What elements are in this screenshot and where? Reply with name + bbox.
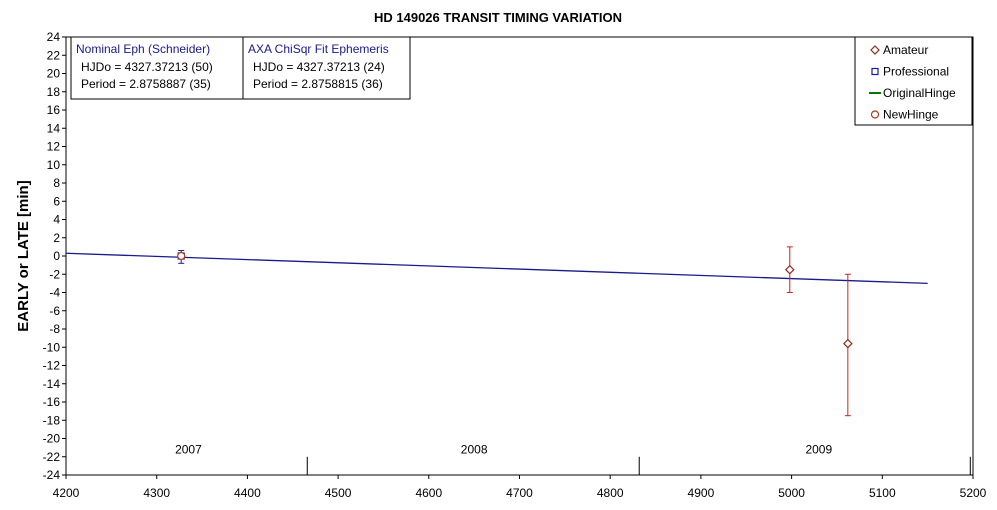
y-tick-label: -10 xyxy=(43,340,61,354)
y-tick-label: -18 xyxy=(43,413,61,427)
legend: Amateur Professional OriginalHinge NewHinge xyxy=(854,36,973,126)
y-tick-label: -2 xyxy=(49,267,60,281)
ephemeris-box xyxy=(70,36,244,100)
y-tick-label: -16 xyxy=(43,395,61,409)
x-tick-label: 4700 xyxy=(506,486,533,500)
legend-swatch xyxy=(871,67,879,76)
legend-swatch xyxy=(870,110,880,119)
x-tick-label: 4500 xyxy=(325,486,352,500)
x-tick-label: 4800 xyxy=(597,486,624,500)
year-label: 2007 xyxy=(175,442,202,456)
year-axis: 2007 2008 2009 xyxy=(175,442,971,475)
x-tick-label: 5000 xyxy=(778,486,805,500)
legend-label: NewHinge xyxy=(883,108,939,122)
y-tick-label: -4 xyxy=(49,286,60,300)
y-tick-label: 8 xyxy=(53,176,60,190)
ephemeris-box xyxy=(242,36,411,100)
chart-title: HD 149026 TRANSIT TIMING VARIATION xyxy=(374,10,622,25)
legend-label: Professional xyxy=(883,65,949,79)
year-label: 2008 xyxy=(461,442,488,456)
ephemeris-box-line: Period = 2.8758887 (35) xyxy=(81,77,211,91)
ephemeris-box-title: Nominal Eph (Schneider) xyxy=(76,42,210,56)
x-tick-label: 4600 xyxy=(415,486,442,500)
y-tick-label: 12 xyxy=(47,140,61,154)
y-tick-label: -24 xyxy=(43,468,61,482)
legend-label: Amateur xyxy=(883,43,928,57)
y-tick-label: 22 xyxy=(47,48,61,62)
y-tick-label: 24 xyxy=(47,30,61,44)
legend-swatch xyxy=(870,45,880,55)
y-tick-label: -8 xyxy=(49,322,60,336)
y-tick-label: -20 xyxy=(43,432,61,446)
y-tick-label: -6 xyxy=(49,304,60,318)
axis-layer: 242220181614121086420-2-4-6-8-10-12-14-1… xyxy=(43,30,987,500)
x-tick-label: 5100 xyxy=(869,486,896,500)
y-tick-label: -14 xyxy=(43,377,61,391)
x-tick-label: 4200 xyxy=(53,486,80,500)
x-tick-label: 5200 xyxy=(960,486,987,500)
y-tick-label: 10 xyxy=(47,158,61,172)
x-tick-label: 4300 xyxy=(143,486,170,500)
y-tick-label: 0 xyxy=(53,249,60,263)
y-axis-label: EARLY or LATE [min] xyxy=(15,180,32,331)
x-tick-label: 4900 xyxy=(688,486,715,500)
y-tick-label: 14 xyxy=(47,121,61,135)
ephemeris-boxes: Nominal Eph (Schneider) HJDo = 4327.37213… xyxy=(70,36,411,100)
ephemeris-box-title: AXA ChiSqr Fit Ephemeris xyxy=(248,42,389,56)
x-tick-label: 4400 xyxy=(234,486,261,500)
y-tick-label: 6 xyxy=(53,194,60,208)
trend-line xyxy=(65,252,928,285)
legend-label: OriginalHinge xyxy=(883,86,956,100)
points-layer xyxy=(177,246,853,417)
data-point-newhinge xyxy=(177,251,186,261)
ephemeris-box-line: Period = 2.8758815 (36) xyxy=(253,77,383,91)
y-tick-label: -12 xyxy=(43,359,61,373)
data-point-amateur xyxy=(842,338,853,349)
ephemeris-box-line: HJDo = 4327.37213 (24) xyxy=(253,60,385,74)
ephemeris-box-line: HJDo = 4327.37213 (50) xyxy=(81,60,213,74)
y-tick-label: 2 xyxy=(53,231,60,245)
year-label: 2009 xyxy=(805,442,832,456)
data-point-amateur xyxy=(784,264,795,275)
y-tick-label: 16 xyxy=(47,103,61,117)
y-tick-label: -22 xyxy=(43,450,61,464)
y-tick-label: 20 xyxy=(47,67,61,81)
y-tick-label: 4 xyxy=(53,213,60,227)
plot-frame xyxy=(65,36,974,476)
y-tick-label: 18 xyxy=(47,85,61,99)
trend-layer xyxy=(65,252,928,285)
